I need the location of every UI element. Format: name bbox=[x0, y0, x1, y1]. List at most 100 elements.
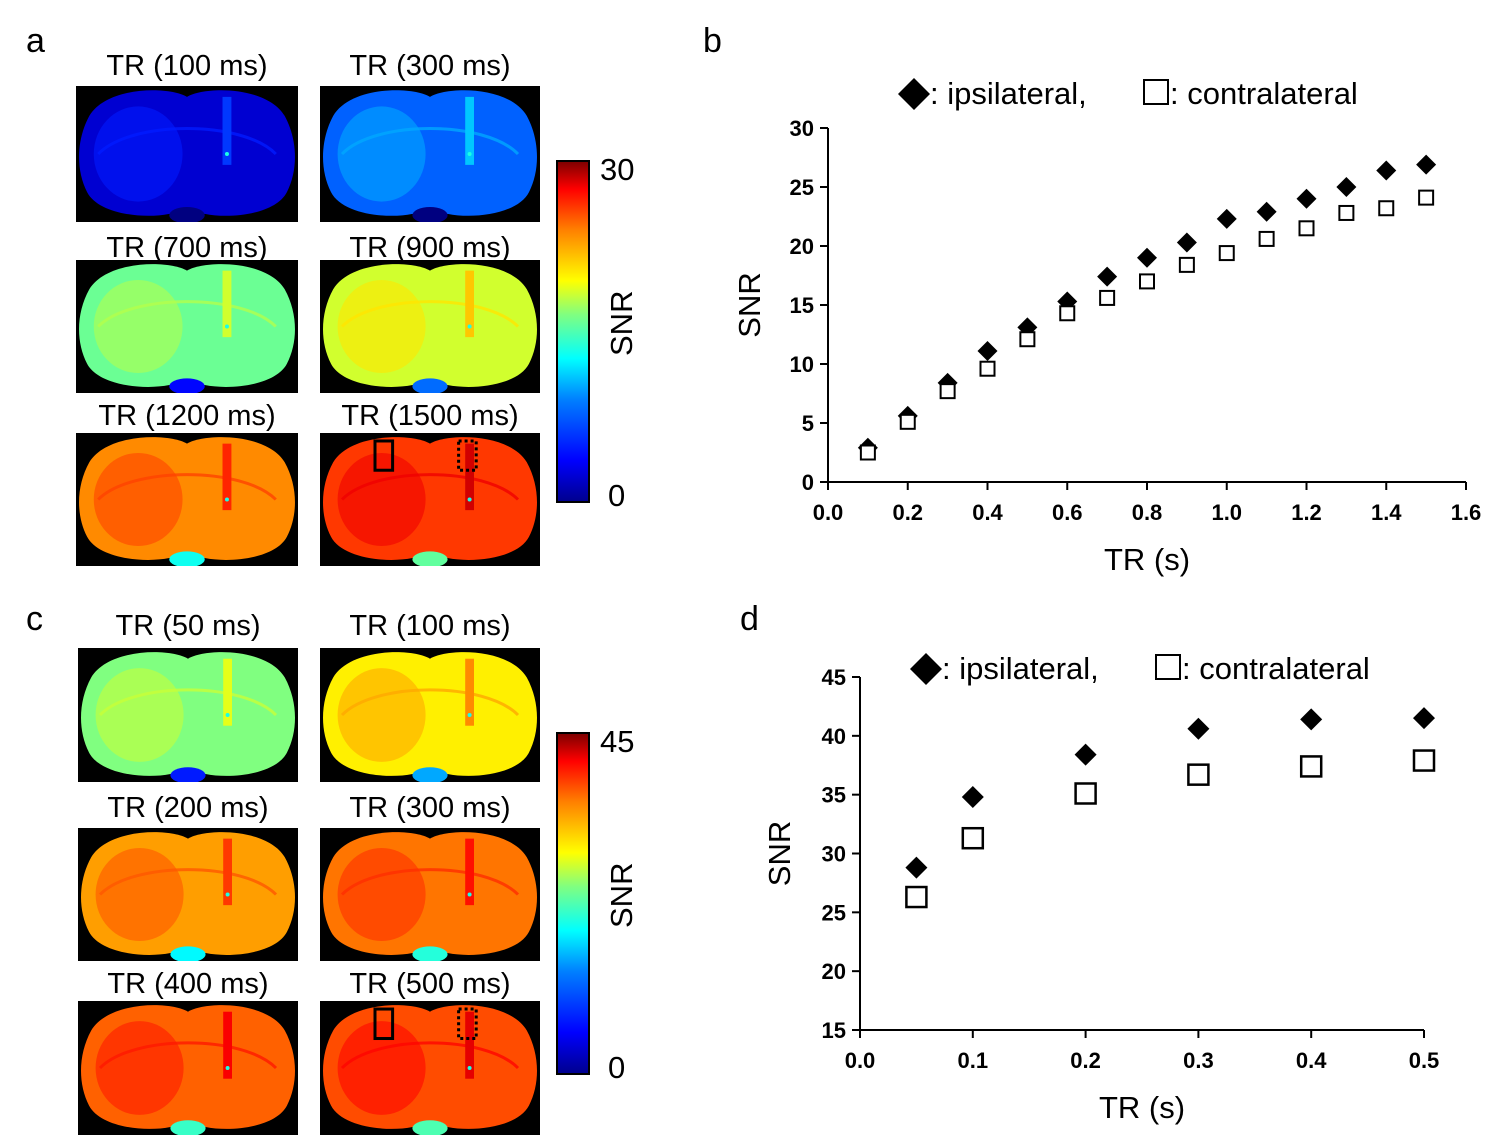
image-title: TR (700 ms) bbox=[106, 232, 268, 264]
y-axis-label: SNR bbox=[762, 821, 797, 886]
data-point-ipsilateral bbox=[1074, 743, 1097, 766]
data-point-ipsilateral bbox=[1413, 707, 1435, 730]
colorbar-max-label: 30 bbox=[600, 152, 635, 187]
data-point-contralateral bbox=[1139, 273, 1155, 290]
y-tick-label: 25 bbox=[822, 900, 846, 925]
data-point-contralateral bbox=[899, 413, 916, 430]
data-point-ipsilateral bbox=[1137, 247, 1157, 268]
legend: : ipsilateral, : contralateral bbox=[898, 76, 1358, 111]
panel-letter-c: c bbox=[26, 600, 43, 638]
data-point-contralateral bbox=[1299, 755, 1323, 778]
image-title: TR (300 ms) bbox=[349, 792, 511, 824]
y-tick-label: 15 bbox=[790, 293, 814, 318]
snr-map-image bbox=[76, 86, 298, 222]
data-point-ipsilateral bbox=[1187, 717, 1210, 740]
data-point-ipsilateral bbox=[1416, 154, 1437, 175]
y-tick-label: 35 bbox=[822, 783, 846, 808]
snr-map-image bbox=[78, 1001, 298, 1135]
snr-map-image bbox=[320, 433, 540, 566]
legend-label-contralateral: : contralateral bbox=[1182, 651, 1370, 686]
colorbar-max-label: 45 bbox=[600, 724, 635, 759]
legend: : ipsilateral, : contralateral bbox=[910, 651, 1370, 686]
snr-map-image bbox=[78, 648, 298, 782]
scatter-chart-d: 15 20 25 30 35 40 45 0.0 0.1 0.2 0.3 0.4 0.5 TR (s) SN… bbox=[762, 651, 1440, 1125]
snr-map-image bbox=[320, 828, 540, 961]
panel-letter-b: b bbox=[703, 22, 722, 60]
legend-marker-ipsilateral bbox=[898, 78, 930, 110]
data-point-ipsilateral bbox=[905, 856, 928, 879]
image-title: TR (1200 ms) bbox=[98, 400, 276, 432]
colorbar-min-label: 0 bbox=[608, 1050, 626, 1085]
data-point-contralateral bbox=[1099, 289, 1116, 306]
data-point-ipsilateral bbox=[1176, 232, 1197, 253]
image-title: TR (500 ms) bbox=[349, 968, 511, 1000]
x-tick-label: 0.8 bbox=[1132, 500, 1163, 525]
image-title: TR (200 ms) bbox=[107, 792, 269, 824]
x-tick-label: 1.4 bbox=[1371, 500, 1402, 525]
image-title: TR (900 ms) bbox=[349, 232, 511, 264]
legend-label-ipsilateral: : ipsilateral, bbox=[930, 76, 1087, 111]
y-tick-label: 0 bbox=[802, 470, 814, 495]
y-tick-label: 20 bbox=[790, 234, 814, 259]
panel-letter-d: d bbox=[740, 600, 759, 638]
colorbar-min-label: 0 bbox=[608, 478, 626, 513]
data-point-contralateral bbox=[1412, 749, 1436, 772]
image-title: TR (400 ms) bbox=[107, 968, 269, 1000]
image-title: TR (1500 ms) bbox=[341, 400, 519, 432]
image-title: TR (100 ms) bbox=[106, 50, 268, 82]
colorbar bbox=[556, 732, 590, 1075]
data-point-contralateral bbox=[1059, 305, 1076, 322]
snr-map-image bbox=[76, 260, 298, 393]
snr-map-image bbox=[320, 260, 540, 393]
x-axis-label: TR (s) bbox=[1104, 542, 1190, 577]
x-tick-label: 0.0 bbox=[813, 500, 844, 525]
legend-marker-contralateral bbox=[1143, 79, 1169, 105]
x-tick-label: 1.6 bbox=[1451, 500, 1482, 525]
colorbar-label: SNR bbox=[604, 862, 639, 928]
x-tick-label: 0.5 bbox=[1409, 1048, 1440, 1073]
series-ipsilateral bbox=[905, 707, 1435, 879]
series-ipsilateral bbox=[857, 154, 1437, 458]
data-point-ipsilateral bbox=[1256, 201, 1277, 222]
data-point-ipsilateral bbox=[1216, 208, 1237, 229]
legend-marker-contralateral bbox=[1155, 654, 1181, 680]
legend-marker-ipsilateral bbox=[910, 653, 942, 685]
x-tick-label: 1.0 bbox=[1211, 500, 1242, 525]
y-tick-label: 5 bbox=[802, 411, 814, 436]
data-point-contralateral bbox=[1378, 200, 1395, 217]
y-tick-label: 25 bbox=[790, 175, 814, 200]
y-tick-label: 45 bbox=[822, 665, 846, 690]
y-tick-label: 15 bbox=[822, 1018, 846, 1043]
x-tick-label: 0.2 bbox=[1070, 1048, 1101, 1073]
data-point-contralateral bbox=[939, 383, 956, 400]
x-tick-label: 0.1 bbox=[958, 1048, 989, 1073]
y-tick-label: 20 bbox=[822, 959, 846, 984]
roi-contralateral-box bbox=[457, 1007, 478, 1041]
data-point-contralateral bbox=[1218, 245, 1235, 262]
image-title: TR (100 ms) bbox=[349, 610, 511, 642]
data-point-contralateral bbox=[1074, 782, 1097, 805]
image-title: TR (50 ms) bbox=[115, 610, 261, 642]
data-point-ipsilateral bbox=[1376, 160, 1397, 181]
data-point-contralateral bbox=[1178, 256, 1195, 273]
x-tick-label: 0.4 bbox=[972, 500, 1003, 525]
snr-map-image bbox=[78, 828, 298, 961]
data-point-contralateral bbox=[1338, 204, 1355, 221]
data-point-contralateral bbox=[905, 885, 928, 909]
data-point-ipsilateral bbox=[1296, 188, 1317, 209]
data-point-ipsilateral bbox=[1097, 266, 1118, 287]
x-tick-label: 0.6 bbox=[1052, 500, 1083, 525]
roi-ipsilateral-box bbox=[373, 1007, 395, 1041]
y-tick-label: 30 bbox=[790, 116, 814, 141]
x-tick-label: 1.2 bbox=[1291, 500, 1322, 525]
legend-label-contralateral: : contralateral bbox=[1170, 76, 1358, 111]
snr-map-image bbox=[320, 1001, 540, 1135]
data-point-contralateral bbox=[1187, 763, 1210, 786]
x-tick-label: 0.2 bbox=[892, 500, 923, 525]
x-tick-label: 0.4 bbox=[1296, 1048, 1327, 1073]
data-point-ipsilateral bbox=[1336, 177, 1357, 197]
colorbar bbox=[556, 160, 590, 503]
panel-letter-a: a bbox=[26, 22, 45, 60]
data-point-contralateral bbox=[859, 444, 876, 461]
scatter-chart-b: 0 5 10 15 20 25 30 0.0 0.2 0.4 0.6 0.8 1.0 1.2 1.4 1.6 T… bbox=[732, 76, 1482, 577]
